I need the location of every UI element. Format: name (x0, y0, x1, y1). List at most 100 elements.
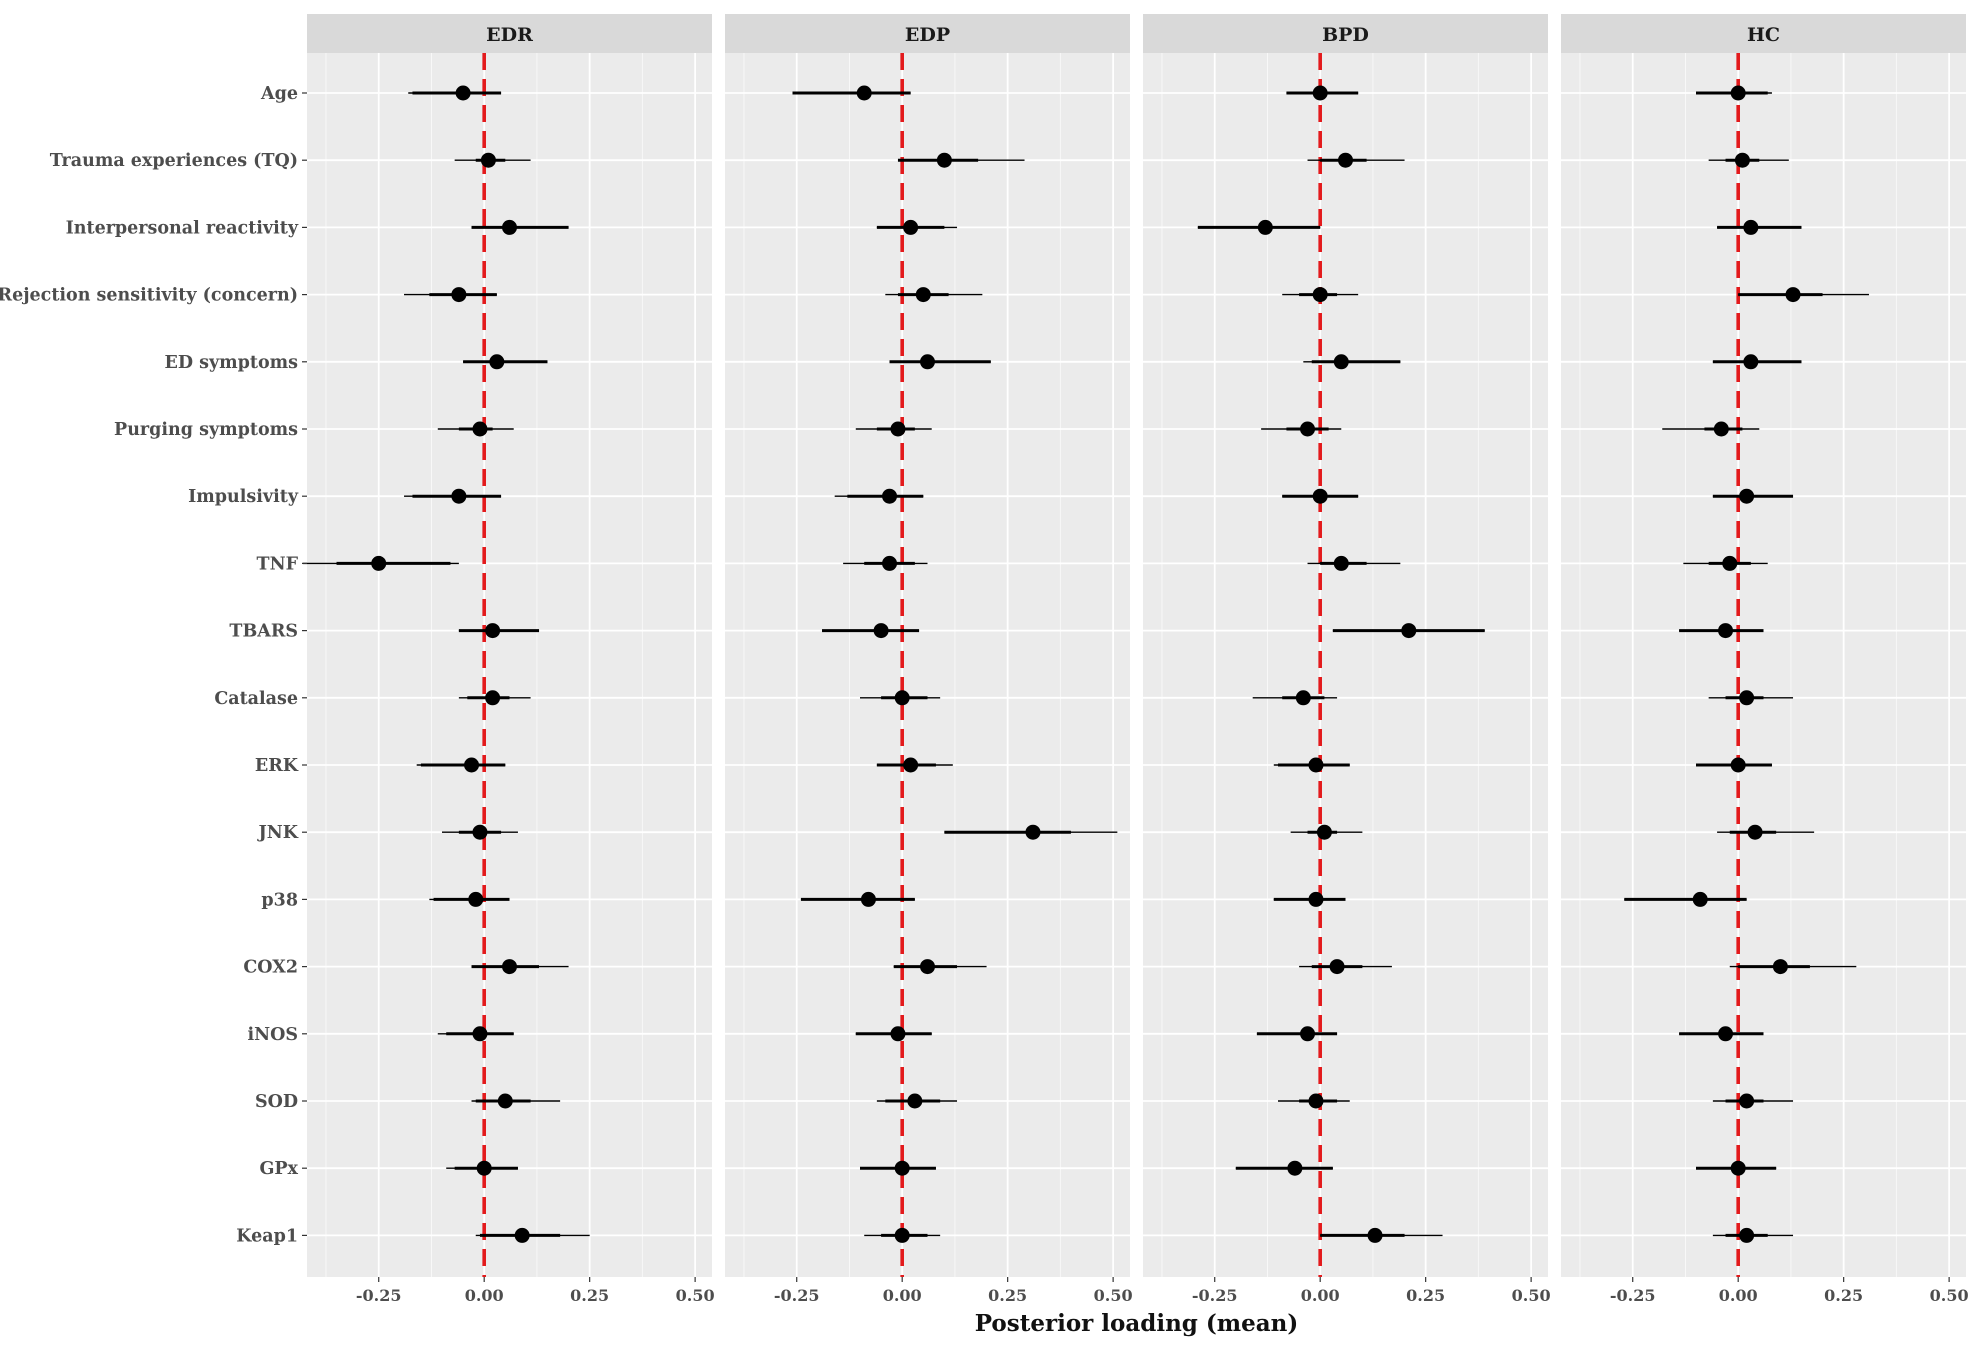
x-tick-label: 0.25 (988, 1286, 1027, 1305)
x-tick-label: -0.25 (1192, 1286, 1238, 1305)
panel-strip-label: BPD (1322, 24, 1369, 46)
x-tick-label: 0.50 (676, 1286, 715, 1305)
panel-bpd: BPD -0.25 0.00 0.25 0.50 (1143, 14, 1551, 1305)
x-tick-label: 0.50 (1512, 1286, 1551, 1305)
mean-point (936, 152, 952, 168)
x-tick-label: -0.25 (774, 1286, 820, 1305)
mean-point (907, 1093, 923, 1109)
panel-strip (307, 14, 712, 53)
mean-point (502, 219, 517, 235)
mean-point (1722, 555, 1738, 571)
mean-point (485, 623, 501, 639)
x-tick-label: 0.25 (570, 1286, 609, 1305)
mean-point (1308, 891, 1324, 907)
panels: EDR -0.25 0.00 0.25 0.50 EDP -0.25 0.00 0.25 0.50… (302, 14, 1969, 1305)
panel-background (1143, 53, 1548, 1277)
mean-point (1739, 488, 1755, 504)
mean-point (502, 959, 517, 975)
mean-point (1312, 287, 1328, 303)
variable-label: GPx (259, 1159, 298, 1179)
mean-point (451, 287, 467, 303)
variable-label: Age (260, 84, 298, 104)
mean-point (1300, 421, 1316, 437)
variable-label: ERK (255, 756, 299, 776)
mean-point (1338, 152, 1353, 168)
mean-point (1785, 287, 1801, 303)
mean-point (903, 757, 919, 773)
x-tick-label: 0.50 (1094, 1286, 1133, 1305)
panel-strip (1143, 14, 1548, 53)
mean-point (1739, 1227, 1755, 1243)
variable-label: Impulsivity (188, 487, 299, 507)
panel-background (725, 53, 1130, 1277)
panel-strip-label: EDP (905, 24, 950, 46)
mean-point (1730, 85, 1746, 101)
mean-point (514, 1227, 530, 1243)
mean-point (1025, 824, 1041, 840)
mean-point (1713, 421, 1729, 437)
variable-label: Purging symptoms (114, 420, 298, 440)
variable-label: Rejection sensitivity (concern) (0, 286, 298, 306)
x-tick-label: 0.00 (1301, 1286, 1340, 1305)
mean-point (1730, 757, 1746, 773)
mean-point (371, 555, 387, 571)
variable-label: Trauma experiences (TQ) (50, 151, 298, 171)
panel-strip-label: EDR (486, 24, 533, 46)
mean-point (1743, 354, 1759, 370)
mean-point (890, 1026, 906, 1042)
mean-point (1316, 824, 1332, 840)
x-axis-title: Posterior loading (mean) (975, 1310, 1299, 1337)
mean-point (894, 1160, 910, 1176)
mean-point (1747, 824, 1763, 840)
variable-label: iNOS (247, 1025, 298, 1045)
panel-background (1561, 53, 1966, 1277)
mean-point (873, 623, 889, 639)
x-tick-label: -0.25 (1610, 1286, 1656, 1305)
mean-point (1308, 757, 1324, 773)
mean-point (860, 891, 876, 907)
mean-point (472, 824, 488, 840)
mean-point (1333, 555, 1349, 571)
mean-point (451, 488, 467, 504)
panel-background (307, 53, 712, 1277)
variable-label: COX2 (243, 958, 298, 978)
mean-point (1257, 219, 1273, 235)
mean-point (1718, 1026, 1734, 1042)
mean-point (903, 219, 919, 235)
mean-point (1743, 219, 1759, 235)
panel-strip (1561, 14, 1966, 53)
mean-point (1734, 152, 1750, 168)
panel-strip-label: HC (1747, 24, 1780, 46)
mean-point (1295, 690, 1311, 706)
mean-point (485, 690, 501, 706)
mean-point (497, 1093, 513, 1109)
mean-point (1772, 959, 1788, 975)
mean-point (480, 152, 496, 168)
mean-point (1329, 959, 1345, 975)
variable-label: Keap1 (236, 1226, 298, 1246)
panel-hc: HC -0.25 0.00 0.25 0.50 (1561, 14, 1969, 1305)
mean-point (882, 555, 898, 571)
mean-point (920, 959, 935, 975)
mean-point (455, 85, 471, 101)
variable-label: JNK (257, 823, 299, 843)
mean-point (920, 354, 935, 370)
mean-point (1287, 1160, 1303, 1176)
panel-strip (725, 14, 1130, 53)
mean-point (915, 287, 931, 303)
mean-point (472, 421, 488, 437)
mean-point (1308, 1093, 1324, 1109)
mean-point (894, 690, 910, 706)
mean-point (489, 354, 505, 370)
mean-point (468, 891, 484, 907)
mean-point (882, 488, 898, 504)
x-tick-label: -0.25 (356, 1286, 402, 1305)
mean-point (1312, 488, 1328, 504)
panel-edp: EDP -0.25 0.00 0.25 0.50 (725, 14, 1133, 1305)
x-tick-label: 0.25 (1824, 1286, 1863, 1305)
mean-point (464, 757, 480, 773)
variable-labels: Age Trauma experiences (TQ) Interpersonal … (0, 84, 307, 1246)
mean-point (1300, 1026, 1316, 1042)
variable-label: TBARS (229, 622, 298, 642)
mean-point (472, 1026, 488, 1042)
